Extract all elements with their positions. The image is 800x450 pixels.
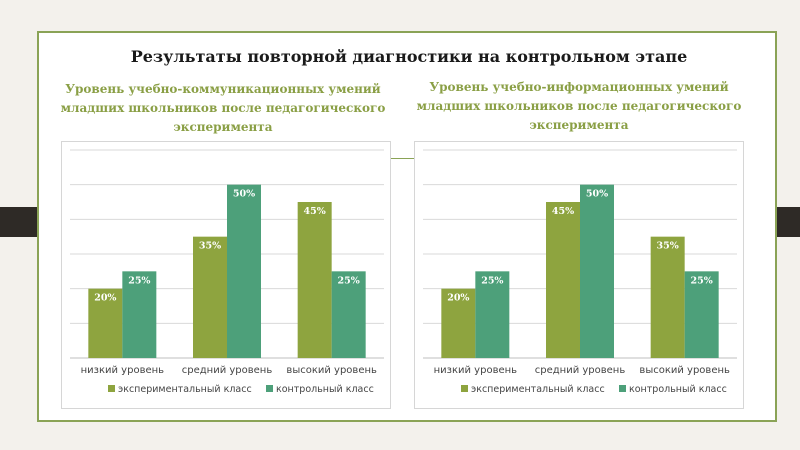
bar-value-label: 50% <box>233 189 255 200</box>
legend-label: экспериментальный класс <box>118 384 252 395</box>
bar <box>650 236 685 358</box>
bar <box>193 236 227 358</box>
chart-svg: 20% 25% низкий уровень 35% 50% средний уровен… <box>70 149 384 395</box>
bar-value-label: 50% <box>586 189 608 200</box>
legend-swatch <box>108 385 115 392</box>
bar <box>227 184 261 358</box>
bar-value-label: 25% <box>128 275 150 286</box>
chart-2: 20% 25% низкий уровень 45% 50% средний уровен… <box>414 141 744 409</box>
chart-2-title: Уровень учебно-информационных умений мла… <box>416 80 742 132</box>
category-label: средний уровень <box>535 365 626 376</box>
bar <box>580 184 614 358</box>
bar <box>297 202 332 358</box>
bar-value-label: 20% <box>94 293 116 304</box>
category-label: низкий уровень <box>434 365 518 376</box>
divider-line <box>369 158 419 159</box>
legend-label: экспериментальный класс <box>471 384 605 395</box>
category-label: высокий уровень <box>286 365 377 376</box>
bar <box>122 271 157 358</box>
category-label: высокий уровень <box>639 365 730 376</box>
bar <box>331 271 366 358</box>
bar-value-label: 35% <box>199 241 221 252</box>
bar <box>546 202 580 358</box>
bar <box>88 288 123 358</box>
bar <box>441 288 476 358</box>
legend-swatch <box>461 385 468 392</box>
bar-value-label: 25% <box>691 275 713 286</box>
bar-value-label: 20% <box>447 293 469 304</box>
bar <box>684 271 719 358</box>
category-label: средний уровень <box>182 365 273 376</box>
slide: Результаты повторной диагностики на конт… <box>37 31 777 422</box>
bar <box>475 271 510 358</box>
legend-swatch <box>266 385 273 392</box>
slide-title: Результаты повторной диагностики на конт… <box>130 47 688 66</box>
chart-1: 20% 25% низкий уровень 35% 50% средний уровен… <box>61 141 391 409</box>
bar-value-label: 45% <box>304 206 326 217</box>
legend-label: контрольный класс <box>629 384 727 395</box>
legend-label: контрольный класс <box>276 384 374 395</box>
bar-value-label: 45% <box>552 206 574 217</box>
category-label: низкий уровень <box>81 365 165 376</box>
bar-value-label: 35% <box>657 241 679 252</box>
bar-value-label: 25% <box>481 275 503 286</box>
legend-swatch <box>619 385 626 392</box>
bar-value-label: 25% <box>338 275 360 286</box>
chart-1-title: Уровень учебно-коммуникационных умений м… <box>60 82 386 134</box>
chart-svg: 20% 25% низкий уровень 45% 50% средний уровен… <box>423 149 737 395</box>
